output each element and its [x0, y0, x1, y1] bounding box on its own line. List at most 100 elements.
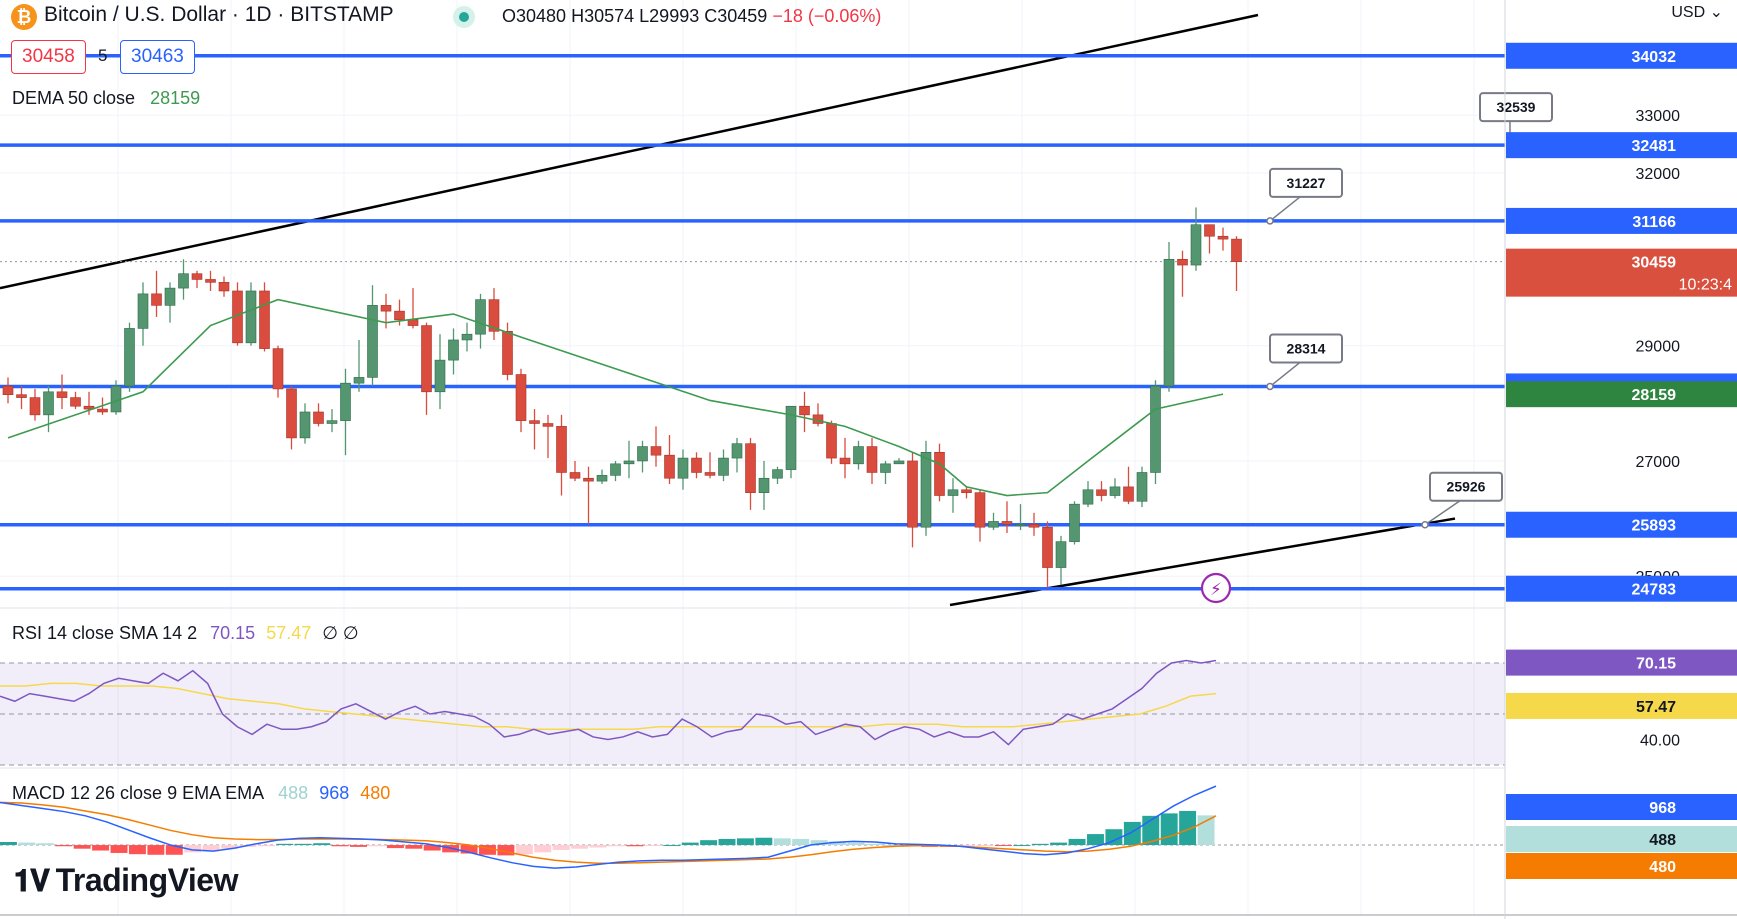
- candle: [974, 492, 986, 528]
- currency-label: USD: [1671, 4, 1706, 21]
- candle: [421, 325, 432, 393]
- candle: [488, 299, 500, 332]
- rsi-value: 70.15: [210, 623, 256, 643]
- callout-box: [1429, 471, 1503, 502]
- symbol-title[interactable]: Bitcoin / U.S. Dollar · 1D · BITSTAMP: [44, 3, 394, 26]
- price-tick: 33000: [1636, 108, 1681, 125]
- rsi-extra: ∅ ∅: [322, 623, 359, 643]
- last-price-tag: [1506, 248, 1737, 297]
- macd-histogram-bar: [18, 842, 36, 846]
- level-price-tag: [1506, 511, 1737, 538]
- macd-macd-tag: [1506, 794, 1737, 820]
- macd-histogram-bar: [165, 845, 183, 855]
- macd-histogram-bar: [1013, 845, 1031, 847]
- candle: [583, 477, 594, 482]
- candle: [1015, 524, 1026, 527]
- macd-histogram-bar: [147, 845, 165, 855]
- rsi-sma-line: [0, 682, 1217, 731]
- spread-value: 5: [98, 46, 108, 65]
- candle: [205, 279, 216, 283]
- open-value: O30480: [502, 6, 567, 26]
- macd-macd-text: 968: [1649, 800, 1676, 817]
- candle: [340, 382, 351, 421]
- price-pane[interactable]: 32539 31227 28314 25926 ⚡: [0, 13, 1553, 607]
- macd-histogram-bar: [608, 845, 625, 847]
- macd-pane[interactable]: [0, 785, 1505, 869]
- macd-hist-tag: [1506, 826, 1737, 852]
- callout-anchor: [1266, 217, 1274, 225]
- candle: [475, 299, 486, 335]
- macd-histogram-bar: [1160, 813, 1178, 846]
- last-price-text: 30459: [1632, 255, 1677, 272]
- candle: [866, 446, 878, 473]
- macd-histogram-bar: [350, 845, 367, 847]
- candle: [691, 457, 702, 473]
- macd-histogram-bar: [497, 845, 515, 856]
- candle: [502, 331, 513, 375]
- macd-histogram-bar: [515, 845, 533, 855]
- rsi-pane[interactable]: [0, 659, 1505, 766]
- dema-legend[interactable]: DEMA 50 close 28159: [12, 88, 200, 109]
- candle: [961, 489, 972, 493]
- candle: [664, 454, 675, 479]
- macd-histogram-bar: [994, 845, 1012, 847]
- macd-histogram-bar: [810, 840, 828, 846]
- candle: [1217, 235, 1229, 240]
- candle: [461, 333, 473, 341]
- level-price-text: 25893: [1632, 518, 1677, 535]
- macd-legend[interactable]: MACD 12 26 close 9 EMA EMA 488 968 480: [12, 783, 390, 804]
- price-tick: 32000: [1636, 166, 1681, 183]
- dema-price-tag: [1506, 381, 1737, 408]
- low-value: L29993: [639, 6, 700, 26]
- candle: [988, 521, 999, 528]
- candle: [934, 452, 945, 496]
- macd-histogram-bar: [534, 845, 552, 853]
- level-price-text: 24783: [1632, 582, 1677, 599]
- macd-histogram-bar: [1050, 842, 1068, 846]
- level-price-text: 34032: [1632, 49, 1677, 66]
- callout-box: [1269, 167, 1343, 198]
- macd-histogram-bar: [865, 843, 883, 846]
- candle: [1231, 238, 1242, 262]
- bitcoin-icon: ₿: [11, 4, 37, 30]
- candle: [137, 293, 149, 329]
- macd-histogram-bar: [829, 841, 847, 846]
- buy-price-button[interactable]: 30463: [120, 40, 195, 74]
- candle: [853, 446, 864, 465]
- dema-label: DEMA 50 close: [12, 88, 136, 108]
- macd-histogram-bar: [368, 845, 386, 847]
- macd-histogram-bar: [294, 843, 312, 846]
- macd-histogram-bar: [331, 845, 349, 847]
- candle: [637, 446, 648, 462]
- rsi-legend[interactable]: RSI 14 close SMA 14 2 70.15 57.47 ∅ ∅: [12, 623, 359, 644]
- candle: [245, 290, 257, 344]
- candle: [731, 443, 743, 459]
- countdown-text: 10:23:4: [1679, 277, 1732, 294]
- candle: [286, 388, 297, 439]
- macd-histogram-bar: [1031, 843, 1049, 846]
- sell-price-button[interactable]: 30458: [11, 40, 86, 74]
- rsi-value-tag: [1506, 649, 1737, 676]
- callout-box: [1269, 333, 1343, 364]
- tradingview-brand: TradingView: [55, 862, 239, 898]
- candle: [826, 423, 837, 459]
- candle: [29, 397, 41, 416]
- lower-trendline: [949, 517, 1456, 607]
- macd-histogram-bar: [589, 845, 607, 848]
- tradingview-logo[interactable]: 𝟏𝐕 TradingView: [14, 862, 238, 899]
- currency-selector[interactable]: USD ⌄: [1671, 2, 1723, 22]
- dema-value: 28159: [150, 88, 201, 108]
- macd-histogram-bar: [36, 843, 54, 846]
- candle: [1163, 258, 1175, 387]
- macd-histogram-bar: [700, 840, 718, 846]
- candle: [1190, 224, 1202, 266]
- price-axis[interactable]: 2500027000290003200033000340323248131166…: [1504, 0, 1737, 919]
- macd-histogram-bar: [405, 845, 423, 849]
- level-price-text: 32481: [1632, 138, 1677, 155]
- candle: [394, 310, 405, 321]
- macd-histogram-bar: [755, 837, 773, 846]
- macd-histogram-bar: [479, 845, 496, 855]
- callout-pointer: [1269, 196, 1301, 222]
- change-value: −18 (−0.06%): [772, 6, 882, 26]
